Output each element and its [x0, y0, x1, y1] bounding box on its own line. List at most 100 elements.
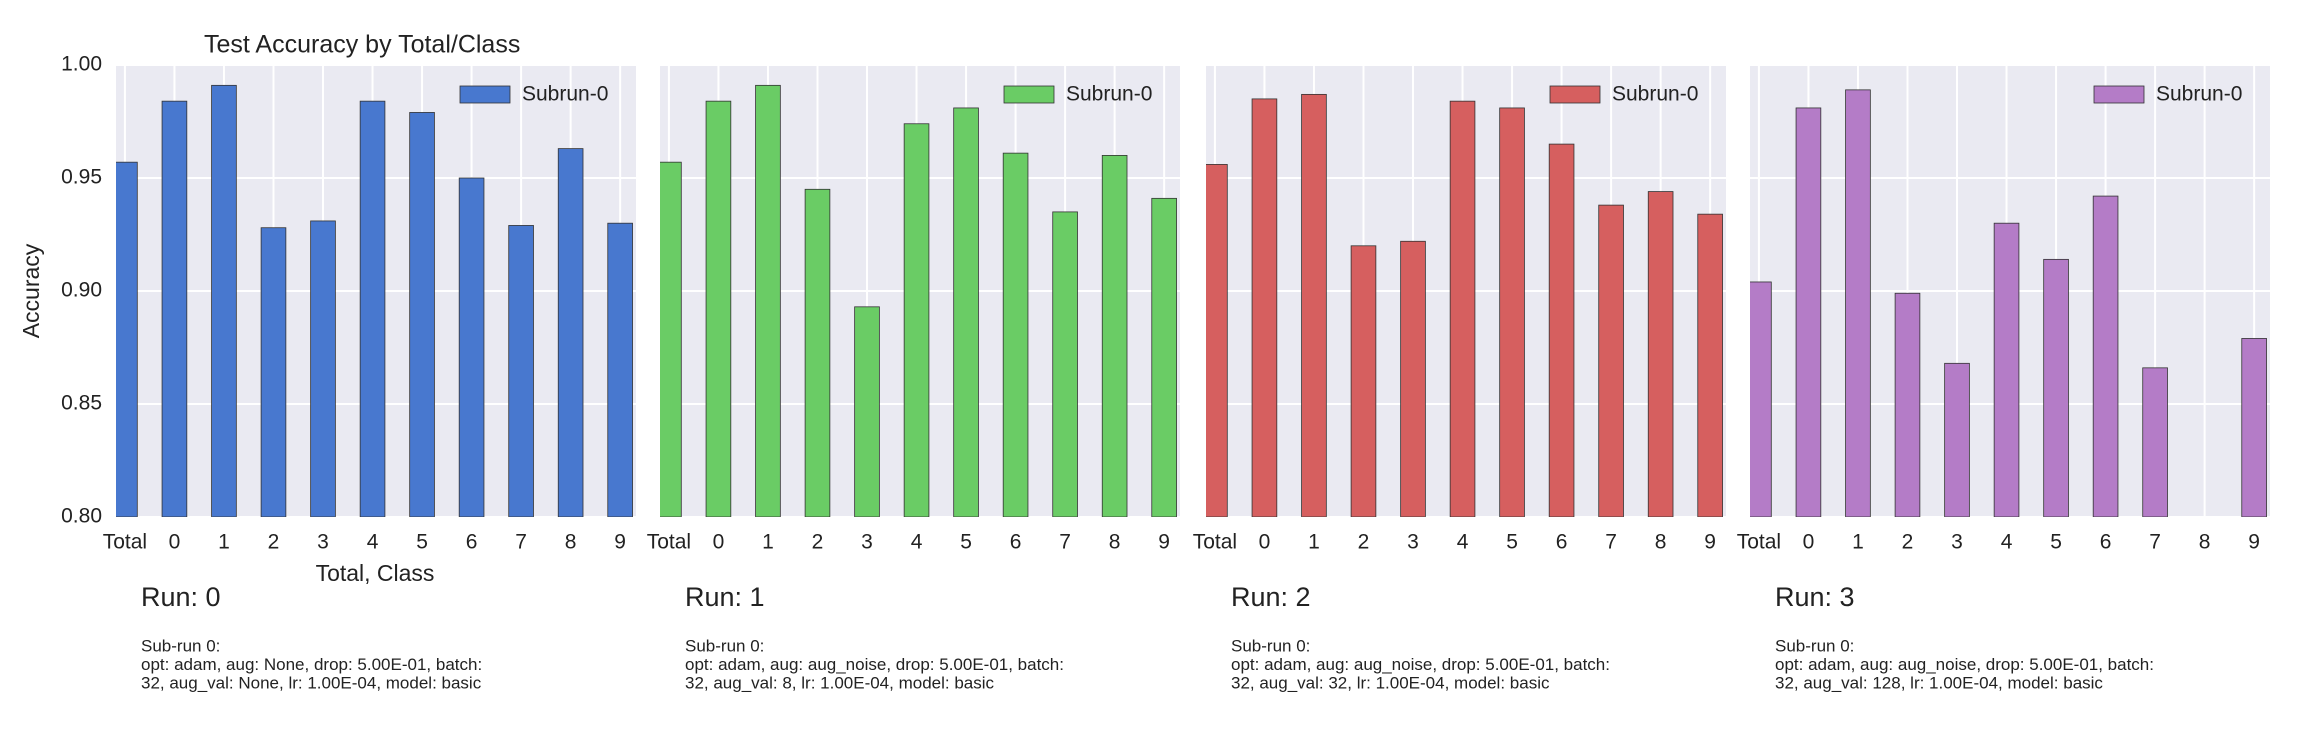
y-tick-label: 0.80: [61, 505, 102, 528]
x-tick-label: 0: [1803, 531, 1815, 554]
bar: [1647, 191, 1674, 517]
chart-title: Test Accuracy by Total/Class: [204, 31, 520, 59]
bar: [260, 227, 287, 517]
x-tick-label: 6: [466, 531, 478, 554]
legend-label: Subrun-0: [522, 83, 608, 106]
bars: [116, 65, 633, 517]
bar: [1697, 213, 1723, 517]
x-tick-label: 6: [1556, 531, 1568, 554]
x-tick-label: 8: [565, 531, 577, 554]
run-label: Run: 1: [685, 582, 765, 612]
x-tick-label: 0: [169, 531, 181, 554]
x-tick-label: 2: [812, 531, 824, 554]
x-tick-label: 3: [317, 531, 329, 554]
bar: [660, 161, 682, 517]
x-tick-label: 9: [614, 531, 626, 554]
x-tick-label: 8: [1655, 531, 1667, 554]
x-tick-label: 7: [1059, 531, 1071, 554]
x-tick-label: 7: [515, 531, 527, 554]
run-notes: Sub-run 0:: [1775, 636, 1854, 655]
run-notes: 32, aug_val: None, lr: 1.00E-04, model: …: [141, 673, 482, 692]
bar: [705, 100, 732, 517]
bar: [458, 177, 485, 517]
bar: [1301, 93, 1327, 517]
bar: [804, 188, 831, 517]
bar: [1795, 107, 1822, 517]
bars: [1206, 65, 1723, 517]
x-tick-label: Total: [1737, 531, 1781, 554]
bar: [1499, 107, 1525, 517]
bar: [557, 148, 584, 517]
x-tick-label: 1: [1308, 531, 1320, 554]
bar: [1151, 197, 1177, 517]
bar: [903, 123, 930, 517]
run-notes: opt: adam, aug: aug_noise, drop: 5.00E-0…: [685, 655, 1064, 674]
run-notes: 32, aug_val: 128, lr: 1.00E-04, model: b…: [1775, 673, 2103, 692]
y-tick-label: 0.90: [61, 279, 102, 302]
x-tick-label: 2: [1358, 531, 1370, 554]
x-tick-label: 3: [1407, 531, 1419, 554]
x-tick-label: 9: [1158, 531, 1170, 554]
x-tick-label: 4: [911, 531, 923, 554]
bars: [1750, 65, 2267, 517]
bar: [607, 222, 633, 517]
legend-label: Subrun-0: [2156, 83, 2242, 106]
x-tick-label: 5: [416, 531, 428, 554]
bar: [409, 112, 435, 517]
bar: [1894, 292, 1921, 517]
run-notes: opt: adam, aug: aug_noise, drop: 5.00E-0…: [1775, 655, 2154, 674]
y-axis-label: Accuracy: [18, 243, 44, 338]
x-tick-label: 7: [1605, 531, 1617, 554]
x-tick-label: 6: [2100, 531, 2112, 554]
run-notes: Sub-run 0:: [141, 636, 220, 655]
run-label: Run: 3: [1775, 582, 1855, 612]
x-tick-label: 4: [2001, 531, 2013, 554]
bar: [1350, 245, 1377, 517]
x-tick-label: 5: [1506, 531, 1518, 554]
bar: [1400, 240, 1426, 517]
bar: [2142, 367, 2168, 517]
bar: [1251, 98, 1278, 517]
x-tick-label: 5: [960, 531, 972, 554]
bar: [1101, 154, 1128, 517]
x-tick-label: 0: [713, 531, 725, 554]
bar: [1750, 281, 1772, 517]
bar: [1548, 143, 1575, 517]
y-tick-label: 1.00: [61, 53, 102, 76]
x-tick-label: 6: [1010, 531, 1022, 554]
bar: [359, 100, 386, 517]
x-tick-label: Total: [103, 531, 147, 554]
bar: [2241, 338, 2267, 517]
bar: [1002, 152, 1029, 517]
bar: [310, 220, 336, 517]
bar: [1449, 100, 1476, 517]
run-notes: 32, aug_val: 8, lr: 1.00E-04, model: bas…: [685, 673, 995, 692]
x-tick-label: Total: [647, 531, 691, 554]
x-tick-label: 1: [1852, 531, 1864, 554]
bar: [755, 84, 781, 517]
bar: [161, 100, 188, 517]
x-tick-label: 4: [367, 531, 379, 554]
bar: [211, 84, 237, 517]
bar: [953, 107, 979, 517]
bar: [1206, 164, 1228, 517]
x-tick-label: 3: [861, 531, 873, 554]
run-notes: 32, aug_val: 32, lr: 1.00E-04, model: ba…: [1231, 673, 1550, 692]
bar: [2092, 195, 2119, 517]
y-tick-label: 0.95: [61, 166, 102, 189]
run-notes: opt: adam, aug: aug_noise, drop: 5.00E-0…: [1231, 655, 1610, 674]
run-label: Run: 2: [1231, 582, 1311, 612]
x-tick-label: 7: [2149, 531, 2161, 554]
x-tick-label: 3: [1951, 531, 1963, 554]
y-tick-label: 0.85: [61, 392, 102, 415]
run-label: Run: 0: [141, 582, 221, 612]
bar: [2043, 258, 2069, 517]
x-tick-label: 8: [2199, 531, 2211, 554]
bar: [854, 306, 880, 517]
x-tick-label: 8: [1109, 531, 1121, 554]
legend-swatch: [2093, 85, 2145, 104]
bar: [1944, 362, 1970, 517]
legend-swatch: [459, 85, 511, 104]
run-notes: Sub-run 0:: [1231, 636, 1310, 655]
